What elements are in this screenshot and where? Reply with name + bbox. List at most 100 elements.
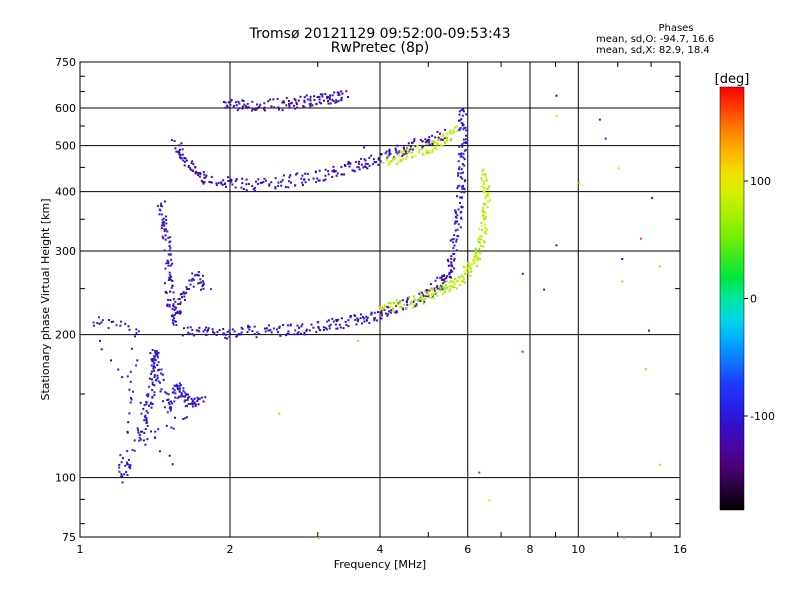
echo-point (428, 290, 431, 293)
echo-point (437, 287, 440, 290)
echo-point (154, 430, 157, 433)
echo-point (340, 99, 343, 102)
x-axis-title: Frequency [MHz] (334, 558, 426, 571)
echo-point (368, 156, 371, 159)
echo-point (380, 317, 383, 320)
echo-point (122, 457, 124, 460)
echo-point (410, 151, 413, 154)
echo-point (604, 137, 607, 140)
echo-point (93, 324, 95, 327)
echo-point (289, 324, 292, 327)
echo-point (365, 315, 368, 318)
echo-point (401, 308, 404, 311)
echo-point (173, 400, 176, 403)
echo-point (414, 298, 417, 301)
echo-point (480, 221, 483, 224)
echo-point (384, 312, 387, 315)
echo-point (128, 466, 131, 468)
echo-point (181, 148, 184, 151)
echo-point (449, 239, 452, 242)
echo-point (413, 305, 416, 308)
echo-point (164, 234, 167, 237)
echo-point (205, 174, 208, 177)
echo-point (306, 172, 309, 175)
echo-point (459, 283, 462, 286)
echo-point (273, 106, 276, 109)
echo-point (397, 160, 400, 163)
echo-point (302, 105, 305, 108)
echo-point (446, 139, 449, 142)
echo-point (287, 186, 290, 189)
echo-point (426, 292, 429, 295)
echo-point (476, 264, 479, 267)
echo-point (379, 309, 381, 312)
echo-point (268, 324, 271, 327)
echo-point (444, 128, 447, 131)
echo-point (112, 320, 115, 323)
echo-point (268, 183, 271, 186)
echo-point (357, 166, 360, 169)
echo-point (174, 312, 177, 315)
echo-point (483, 180, 486, 183)
echo-point (318, 98, 321, 101)
echo-point (481, 179, 484, 182)
echo-point (160, 213, 163, 216)
echo-point (168, 249, 171, 252)
echo-point (147, 393, 150, 396)
echo-point (324, 327, 327, 329)
echo-point (399, 305, 402, 308)
echo-point (461, 143, 464, 146)
echo-point (289, 174, 292, 177)
echo-point (245, 105, 248, 108)
echo-point (142, 439, 145, 442)
echo-point (167, 401, 170, 404)
echo-point (169, 253, 172, 256)
echo-point (163, 282, 166, 285)
echo-point (173, 317, 176, 320)
echo-point (313, 95, 316, 98)
echo-point (198, 281, 201, 284)
echo-point (304, 172, 307, 175)
echo-point (425, 152, 428, 155)
echo-point (452, 132, 455, 135)
echo-point (197, 174, 199, 177)
echo-point (461, 196, 464, 199)
echo-point (180, 157, 183, 160)
echo-point (257, 178, 260, 181)
echo-point (150, 401, 153, 404)
echo-point (321, 93, 324, 96)
echo-point (166, 399, 169, 401)
echo-point (344, 164, 347, 167)
echo-point (168, 276, 171, 279)
echo-point (403, 303, 406, 306)
echo-point (435, 288, 437, 291)
echo-point (431, 295, 434, 298)
echo-point (145, 422, 148, 424)
echo-point (247, 183, 250, 185)
echo-point (167, 398, 170, 401)
echo-point (483, 210, 486, 213)
echo-point (197, 398, 200, 401)
echo-point (338, 93, 341, 96)
echo-point (473, 259, 476, 261)
echo-point (176, 312, 179, 315)
echo-point (324, 174, 327, 177)
echo-point (226, 337, 228, 340)
echo-point (188, 288, 190, 290)
echo-point (483, 232, 486, 235)
echo-point (253, 333, 256, 335)
echo-point (156, 374, 159, 377)
echo-point (439, 276, 442, 279)
echo-point (437, 136, 440, 139)
echo-point (251, 185, 254, 187)
echo-point (396, 144, 399, 147)
echo-point (404, 150, 407, 153)
echo-point (329, 323, 332, 326)
echo-point (181, 153, 184, 156)
echo-point (168, 271, 171, 274)
echo-point (174, 416, 176, 419)
echo-point (373, 161, 376, 164)
echo-point (127, 325, 130, 328)
echo-point (179, 384, 182, 386)
echo-point (220, 181, 223, 184)
